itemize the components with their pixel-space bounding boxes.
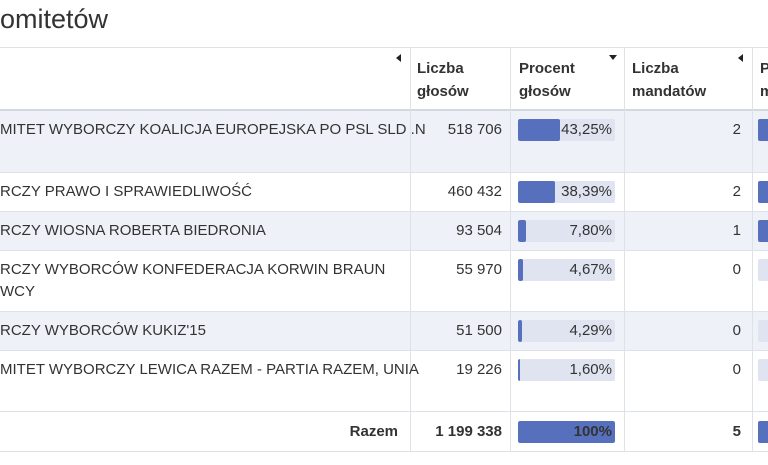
cropped-bar: [758, 220, 768, 242]
column-header: Liczba: [632, 60, 679, 77]
sort-icon: [609, 55, 617, 60]
column-border: [410, 47, 411, 451]
cropped-bar: [758, 320, 768, 342]
percent-bar-track: 4,29%: [518, 320, 615, 342]
percent-bar: [518, 220, 526, 242]
percent-label: 38,39%: [561, 183, 612, 200]
percent-bar: [518, 320, 523, 342]
percent-bar-track: 7,80%: [518, 220, 615, 242]
header-border: [0, 109, 768, 111]
committee-name: RCZY WYBORCÓW KONFEDERACJA KORWIN BRAUN: [0, 261, 386, 278]
row-background: [0, 211, 768, 250]
cropped-bar: [758, 359, 768, 381]
page-title: omitetów: [0, 4, 109, 34]
cropped-bar: [758, 259, 768, 281]
mandates: 0: [732, 322, 741, 339]
percent-bar: [518, 119, 560, 141]
column-header: Procent: [519, 60, 575, 77]
column-header: P: [760, 60, 768, 77]
column-border: [752, 47, 753, 451]
votes: 55 970: [456, 261, 502, 278]
row-border: [0, 311, 768, 312]
committee-name: MITET WYBORCZY KOALICJA EUROPEJSKA PO PS…: [0, 121, 426, 138]
percent-label: 43,25%: [561, 121, 612, 138]
table-bottom-border: [0, 451, 768, 452]
percent-bar-track: 43,25%: [518, 119, 615, 141]
column-header: Liczba: [417, 60, 464, 77]
cropped-bar: [758, 181, 768, 203]
percent-bar: [518, 181, 556, 203]
percent-bar: [518, 421, 615, 443]
percent-bar: [518, 259, 523, 281]
total-mandates: 5: [732, 423, 741, 440]
column-header: głosów: [519, 83, 571, 100]
committee-name: RCZY WYBORCÓW KUKIZ'15: [0, 322, 206, 339]
mandates: 2: [732, 183, 741, 200]
sort-icon: [738, 54, 743, 62]
committee-name: RCZY WIOSNA ROBERTA BIEDRONIA: [0, 222, 266, 239]
row-border: [0, 211, 768, 212]
column-header: głosów: [417, 83, 469, 100]
cropped-bar: [758, 119, 768, 141]
sort-icon: [396, 54, 401, 62]
percent-bar-track: 100%: [518, 421, 615, 443]
column-header: mandatów: [632, 83, 707, 100]
row-border: [0, 350, 768, 351]
row-border: [0, 172, 768, 173]
percent-bar-track: 38,39%: [518, 181, 615, 203]
total-votes: 1 199 338: [435, 423, 502, 440]
cropped-bar: [758, 421, 768, 443]
column-border: [510, 47, 511, 451]
votes: 93 504: [456, 222, 502, 239]
row-border: [0, 250, 768, 251]
votes: 518 706: [447, 121, 502, 138]
percent-bar-track: 4,67%: [518, 259, 615, 281]
row-background: [0, 311, 768, 350]
percent-label: 7,80%: [569, 222, 612, 239]
mandates: 0: [732, 261, 741, 278]
committee-name: WCY: [0, 283, 35, 300]
column-border: [624, 47, 625, 451]
committee-name: RCZY PRAWO I SPRAWIEDLIWOŚĆ: [0, 183, 252, 200]
votes: 19 226: [456, 361, 502, 378]
table-top-border: [0, 47, 768, 48]
votes: 460 432: [447, 183, 502, 200]
committee-name: MITET WYBORCZY LEWICA RAZEM - PARTIA RAZ…: [0, 361, 419, 378]
column-header: m: [760, 83, 768, 100]
row-border: [0, 411, 768, 412]
percent-label: 100%: [573, 423, 612, 440]
percent-bar: [518, 359, 520, 381]
percent-bar-track: 1,60%: [518, 359, 615, 381]
votes: 51 500: [456, 322, 502, 339]
footer-label: Razem: [349, 423, 398, 440]
percent-label: 4,29%: [569, 322, 612, 339]
mandates: 2: [732, 121, 741, 138]
percent-label: 4,67%: [569, 261, 612, 278]
mandates: 0: [732, 361, 741, 378]
row-background: [0, 110, 768, 172]
percent-label: 1,60%: [569, 361, 612, 378]
mandates: 1: [732, 222, 741, 239]
